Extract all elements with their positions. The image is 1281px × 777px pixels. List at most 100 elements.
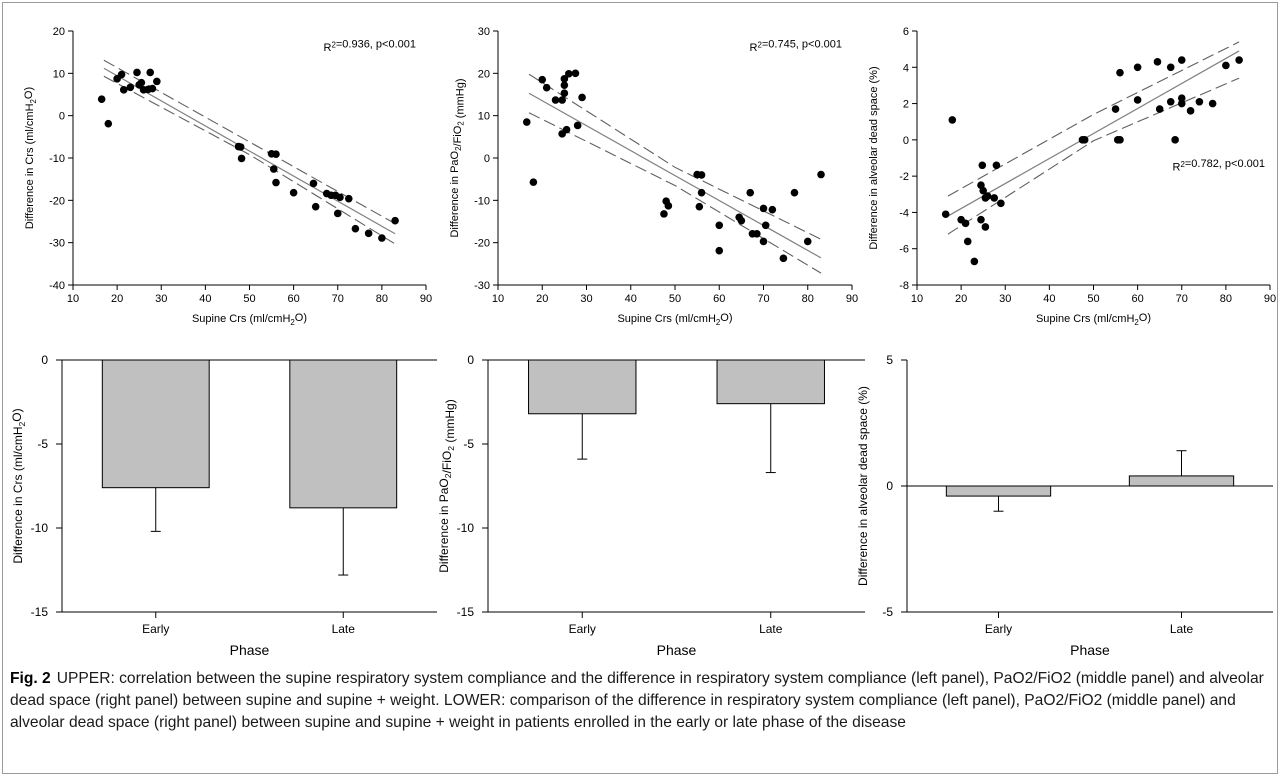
- data-point: [660, 210, 668, 218]
- y-tick-label: 0: [886, 479, 893, 493]
- data-point: [1133, 96, 1142, 104]
- chart-panel-lower-right: 5 0 -5 Early Late Phase Difference in alveolar…: [856, 353, 1273, 658]
- y-tick-label: 20: [53, 26, 65, 38]
- data-point: [983, 192, 992, 200]
- data-point: [1111, 105, 1120, 113]
- y-axis-title: Difference in PaO2/FiO2 (mmHg): [449, 78, 467, 237]
- y-axis-title: Difference in alveolar dead space (%): [868, 66, 880, 249]
- data-point: [565, 69, 573, 78]
- data-point: [153, 77, 161, 86]
- caption-text: UPPER: correlation between the supine re…: [10, 670, 1264, 731]
- regression-line: [947, 50, 1240, 217]
- bar-early: [945, 485, 1052, 497]
- data-point: [560, 89, 569, 98]
- data-point: [941, 210, 950, 219]
- data-point: [1177, 56, 1186, 64]
- x-tick-label: 30: [155, 293, 167, 305]
- y-tick-label: 20: [478, 68, 490, 80]
- data-point: [970, 257, 979, 266]
- data-point: [1208, 99, 1217, 108]
- x-tick-label: 50: [243, 293, 255, 305]
- x-tick-label: 70: [332, 293, 344, 305]
- data-point: [571, 69, 580, 78]
- bar-late: [716, 359, 825, 405]
- bar-late: [289, 359, 398, 509]
- x-tick-label: 70: [1176, 293, 1188, 305]
- r-squared-annotation: R2=0.936, p<0.001: [324, 38, 417, 54]
- data-point: [1116, 68, 1124, 77]
- ci-lower-line: [103, 75, 396, 245]
- ci-upper-line: [528, 73, 822, 240]
- data-point: [1155, 105, 1164, 113]
- data-point: [961, 219, 970, 228]
- y-tick-label: 0: [41, 353, 48, 367]
- data-point: [715, 246, 724, 255]
- category-label-late: Late: [1170, 622, 1194, 636]
- y-tick-label: -10: [49, 153, 65, 165]
- ci-lower-line: [947, 77, 1240, 235]
- data-point: [992, 161, 1001, 170]
- chart-panel-upper-right: 10 20 30 40 50 60 70 80 906420-2-4-6-8R2=0.782, …: [868, 26, 1276, 327]
- x-tick-label: 20: [955, 293, 967, 305]
- y-axis-title: Difference in Crs (ml/cmH2O): [23, 87, 38, 229]
- data-point: [761, 221, 770, 230]
- y-tick-label: -40: [49, 280, 65, 292]
- data-point: [1235, 56, 1243, 64]
- data-point: [768, 205, 777, 214]
- y-tick-label: -5: [882, 605, 893, 619]
- data-point: [351, 224, 360, 233]
- data-point: [1195, 97, 1204, 106]
- y-tick-label: 5: [886, 353, 893, 367]
- data-point: [715, 221, 724, 230]
- data-point: [237, 154, 246, 163]
- data-point: [562, 125, 571, 134]
- chart-panel-lower-left: 0 -5 -10 -15 Early Late Phase Difference in Crs…: [10, 353, 437, 658]
- data-point: [97, 95, 106, 103]
- x-tick-label: 10: [492, 293, 504, 305]
- y-tick-label: 10: [53, 68, 65, 80]
- y-tick-label: 4: [903, 62, 909, 74]
- data-point: [1186, 107, 1195, 115]
- category-label-early: Early: [142, 622, 169, 636]
- data-point: [236, 143, 245, 151]
- y-tick-label: -20: [474, 238, 490, 250]
- data-point: [578, 93, 586, 102]
- y-tick-label: 0: [59, 111, 65, 123]
- data-point: [560, 81, 569, 89]
- x-tick-label: 20: [111, 293, 123, 305]
- data-point: [1222, 61, 1230, 70]
- data-point: [759, 204, 768, 213]
- data-point: [1166, 97, 1175, 106]
- y-tick-label: 0: [467, 353, 474, 367]
- data-point: [560, 75, 569, 83]
- y-tick-label: 0: [903, 135, 909, 147]
- data-point: [779, 254, 788, 263]
- category-label-late: Late: [332, 622, 356, 636]
- x-tick-label: 10: [911, 293, 923, 305]
- data-point: [529, 178, 538, 186]
- data-point: [979, 186, 987, 195]
- data-point: [803, 237, 812, 246]
- data-point: [558, 96, 566, 104]
- regression-line: [103, 67, 396, 235]
- data-point: [104, 119, 113, 128]
- data-point: [272, 150, 280, 158]
- x-axis-title: Phase: [230, 642, 270, 658]
- data-point: [1133, 63, 1142, 72]
- bar-early: [101, 359, 210, 489]
- data-point: [309, 179, 318, 188]
- data-point: [1116, 136, 1124, 144]
- y-tick-label: 6: [903, 26, 909, 38]
- data-point: [981, 223, 990, 231]
- y-tick-label: -30: [49, 238, 65, 250]
- x-tick-label: 20: [536, 293, 548, 305]
- y-tick-label: -6: [899, 244, 909, 256]
- data-point: [1171, 136, 1179, 144]
- data-point: [697, 188, 706, 197]
- x-tick-label: 50: [1087, 293, 1099, 305]
- data-point: [148, 84, 157, 93]
- data-point: [364, 229, 373, 238]
- y-tick-label: 2: [903, 99, 909, 111]
- y-axis-title: Difference in PaO2/FiO2 (mmHg): [437, 399, 457, 572]
- bar-late: [1128, 475, 1235, 487]
